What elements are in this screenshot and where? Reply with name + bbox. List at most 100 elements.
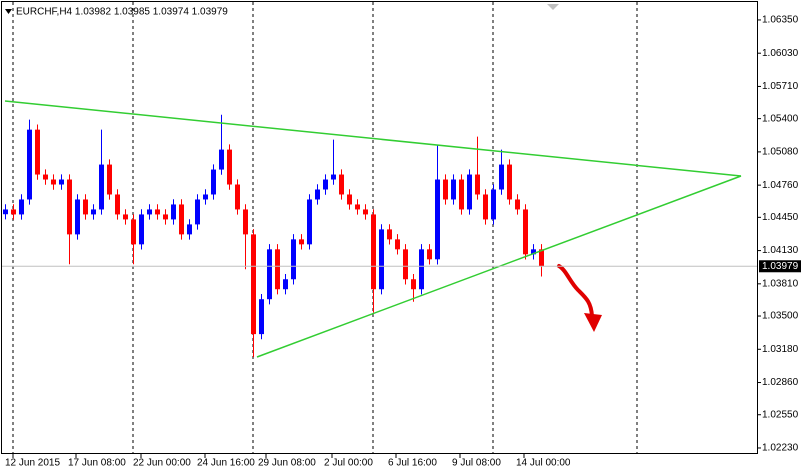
candle-body — [371, 214, 376, 290]
current-price-box — [759, 260, 801, 273]
candle-body — [139, 214, 144, 245]
plot-frame — [1, 1, 758, 454]
chart-title: EURCHF,H4 1.03982 1.03985 1.03974 1.0397… — [16, 7, 228, 18]
candle-body — [283, 279, 288, 290]
y-tick-label: 1.06030 — [762, 48, 799, 59]
candle-body — [347, 194, 352, 205]
candle-body — [395, 239, 400, 250]
candle-body — [307, 199, 312, 245]
x-tick-label: 17 Jun 08:00 — [68, 458, 126, 469]
candle-body — [83, 199, 88, 215]
y-tick-label: 1.05710 — [762, 81, 799, 92]
candle-body — [123, 214, 128, 220]
candle-body — [67, 179, 72, 235]
candle-body — [315, 189, 320, 200]
candle-body — [43, 174, 48, 180]
y-tick-label: 1.06350 — [762, 15, 799, 26]
candle-body — [507, 164, 512, 200]
candle-body — [331, 174, 336, 180]
candle-body — [131, 219, 136, 245]
candle-body — [427, 249, 432, 260]
candle-body — [35, 129, 40, 175]
candle-body — [235, 184, 240, 210]
y-tick-label: 1.03180 — [762, 344, 799, 355]
candle-body — [275, 249, 280, 290]
candle-body — [251, 234, 256, 335]
y-tick-label: 1.04760 — [762, 180, 799, 191]
candle-body — [19, 199, 24, 215]
x-tick-label: 14 Jul 00:00 — [516, 458, 571, 469]
candle-body — [227, 149, 232, 185]
candle-body — [59, 179, 64, 185]
candle-body — [459, 179, 464, 210]
candle-body — [195, 199, 200, 225]
candle-body — [339, 174, 344, 195]
candle-body — [27, 129, 32, 200]
arrow-head — [584, 313, 602, 332]
candle-body — [451, 179, 456, 200]
y-tick-label: 1.03810 — [762, 278, 799, 289]
x-tick-label: 12 Jun 2015 — [5, 458, 60, 469]
candle-body — [99, 164, 104, 210]
candle-body — [91, 209, 96, 215]
candle-body — [51, 179, 56, 185]
candle-body — [411, 279, 416, 290]
y-tick-label: 1.02550 — [762, 409, 799, 420]
candle-body — [211, 169, 216, 195]
candle-body — [531, 249, 536, 255]
candle-body — [323, 179, 328, 190]
y-tick-label: 1.04130 — [762, 245, 799, 256]
candle-body — [291, 239, 296, 280]
candle-body — [499, 164, 504, 190]
x-tick-label: 9 Jul 08:00 — [452, 458, 501, 469]
candle-body — [483, 194, 488, 220]
shift-marker — [547, 4, 559, 10]
candle-body — [243, 209, 248, 235]
candle-body — [363, 209, 368, 215]
x-tick-label: 24 Jun 16:00 — [197, 458, 255, 469]
candle-body — [355, 204, 360, 210]
arrow-shaft — [557, 264, 594, 318]
candle-body — [523, 209, 528, 255]
candle-body — [539, 249, 544, 267]
candle-body — [299, 239, 304, 245]
trendline-upper — [4, 100, 742, 177]
candle-body — [187, 224, 192, 235]
candle-body — [75, 199, 80, 235]
candle-body — [419, 249, 424, 290]
candle-body — [443, 179, 448, 200]
candle-body — [203, 194, 208, 200]
x-tick-label: 6 Jul 16:00 — [388, 458, 437, 469]
candle-body — [11, 209, 16, 215]
candle-body — [163, 214, 168, 220]
menu-triangle — [5, 9, 12, 14]
x-tick-label: 2 Jul 00:00 — [324, 458, 373, 469]
x-tick-label: 22 Jun 00:00 — [133, 458, 191, 469]
candle-body — [267, 249, 272, 300]
candle-body — [155, 209, 160, 215]
candle-body — [115, 194, 120, 215]
candle-body — [107, 164, 112, 195]
candle-body — [403, 249, 408, 280]
candle-body — [387, 229, 392, 240]
y-tick-label: 1.02230 — [762, 443, 799, 454]
candle-body — [147, 209, 152, 215]
y-tick-label: 1.02860 — [762, 377, 799, 388]
y-tick-label: 1.04450 — [762, 212, 799, 223]
candle-body — [491, 189, 496, 220]
candle-body — [435, 179, 440, 260]
candle-body — [379, 229, 384, 290]
candle-body — [179, 204, 184, 235]
y-tick-label: 1.05400 — [762, 113, 799, 124]
candle-body — [219, 149, 224, 170]
candle-body — [475, 174, 480, 195]
candle-body — [3, 209, 8, 215]
candle-body — [259, 299, 264, 335]
current-price-label: 1.03979 — [762, 261, 799, 272]
candle-body — [515, 199, 520, 210]
x-tick-label: 29 Jun 08:00 — [258, 458, 316, 469]
y-tick-label: 1.03500 — [762, 311, 799, 322]
candle-body — [467, 174, 472, 210]
